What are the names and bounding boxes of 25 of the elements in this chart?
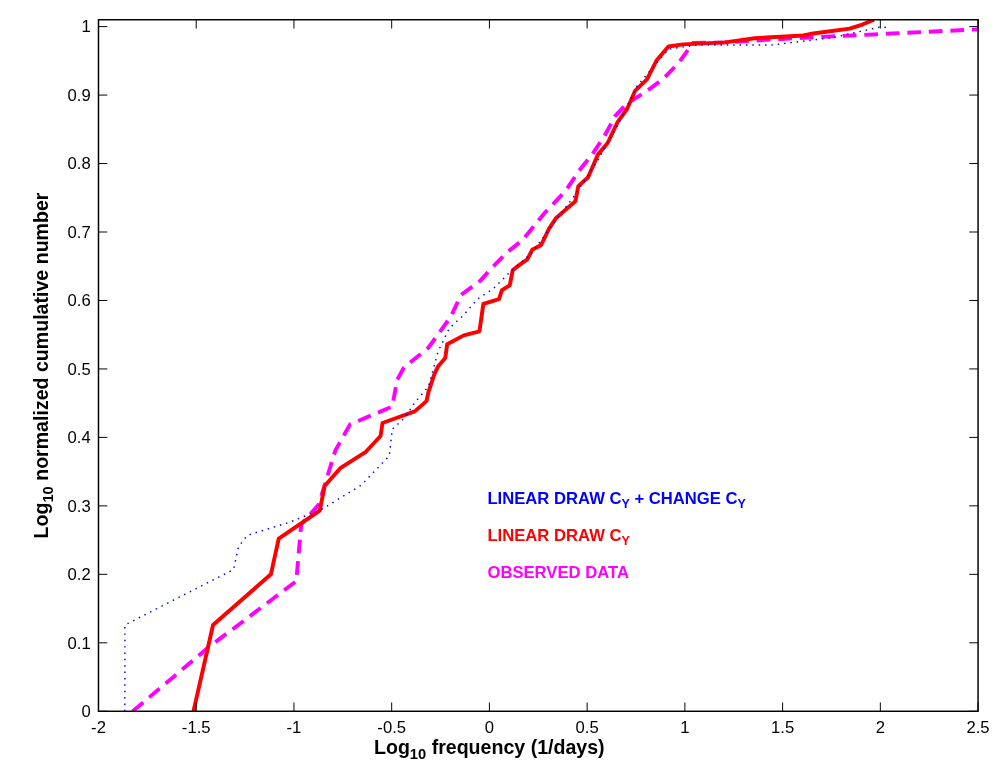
x-tick-label: 0 [484,717,495,737]
text: OBSERVED DATA [487,563,629,583]
y-tick-label: 0.1 [67,633,91,653]
y-tick-label: 0.8 [67,154,91,174]
x-tick-label: 2.5 [966,717,990,737]
x-tick-label: -1 [286,717,302,737]
x-axis-title: Log$_{10}$ frequency (1/days) [373,736,605,762]
y-tick-label: 0.2 [67,565,91,585]
x-tick-label: 0.5 [575,717,599,737]
y-tick-label: 0.3 [67,496,91,516]
text: LINEAR DRAW C$_{Y}$ + CHANGE C$_{Y}$ [487,488,747,511]
x-tick-label: 1 [680,717,690,737]
x-tick-label: -0.5 [377,717,407,737]
x-tick-label: -1.5 [181,717,211,737]
x-tick-label: -2 [91,717,106,737]
x-tick-label: 2 [875,717,885,737]
y-tick-label: 0.6 [67,291,91,311]
y-tick-label: 1 [81,17,91,37]
y-tick-label: 0.9 [67,85,91,105]
y-tick-label: 0.4 [67,428,91,448]
y-tick-label: 0.7 [67,222,91,242]
y-tick-label: 0.5 [67,359,91,379]
text: LINEAR DRAW C$_{Y}$ [487,526,631,548]
x-tick-label: 1.5 [771,717,795,737]
y-tick-label: 0 [81,702,91,722]
